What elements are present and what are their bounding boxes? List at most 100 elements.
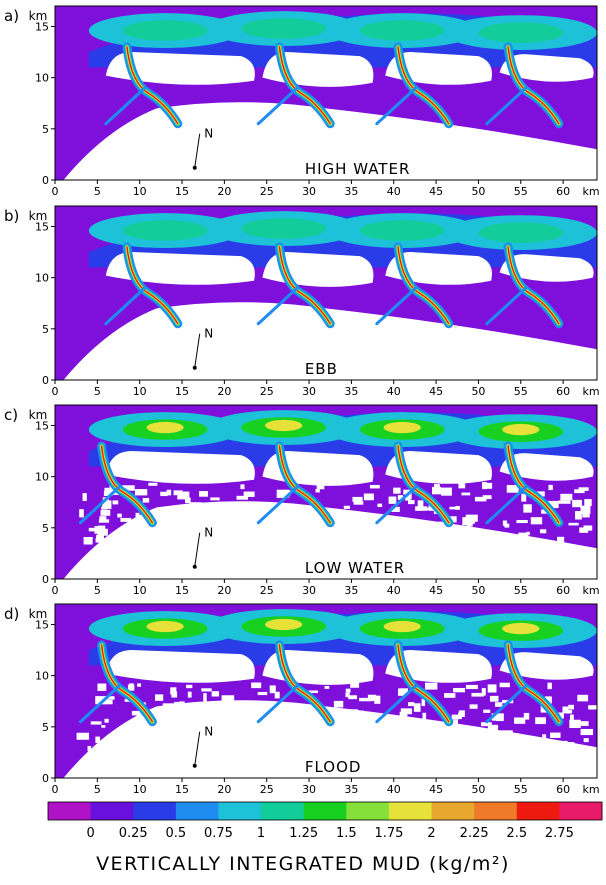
tide-phase-label: HIGH WATER [305,160,411,178]
tidal-channel-branch [104,286,147,326]
offshore-plume-core [146,620,184,633]
offshore-plume-blob [359,220,445,241]
tidal-flat-patch [104,487,110,496]
tidal-flat-patch [226,736,232,743]
tidal-flat-patch [134,489,148,496]
tidal-flat-patch [326,729,333,736]
y-tick-label: 10 [35,72,49,85]
y-tick-label: 10 [35,272,49,285]
tidal-flat-patch [377,503,383,507]
tidal-flat-patch [112,500,119,505]
tidal-flat-patch [562,742,575,750]
tidal-flat-patch [122,485,135,491]
x-tick-label: 15 [175,584,189,597]
tidal-flat-patch [580,728,594,736]
x-tick-label: 50 [471,584,485,597]
tidal-flat-patch [236,495,249,500]
tidal-flat-patch [447,516,457,523]
tidal-flat-patch [408,702,415,707]
tidal-flat-patch [251,682,262,689]
tidal-flat-patch [311,736,318,745]
colorbar-frame [47,801,603,821]
tidal-flat-patch [574,489,585,494]
colorbar-tick-label: 0.5 [166,826,187,841]
tidal-flat-patch [296,520,302,525]
x-tick-label: 15 [175,185,189,198]
tidal-flat-patch [295,543,300,549]
colorbar-tick-label: 0.25 [119,826,148,841]
tidal-flat-patch [514,740,521,746]
tidal-flat-patch [502,520,508,526]
tidal-flat-patch [168,713,174,718]
x-tick-label: 10 [133,783,147,796]
tidal-flat-patch [515,733,520,741]
tidal-flat-patch [95,696,108,705]
tidal-flat-patch [459,726,471,731]
tidal-channel-branch [375,86,418,126]
x-tick-label: 55 [514,385,528,398]
tidal-flat-patch [465,684,478,690]
tidal-flat-patch [127,534,136,540]
tidal-flat-patch [99,516,107,523]
x-tick-label: 20 [217,584,231,597]
tidal-flat-patch [397,531,408,538]
tidal-flat-patch [353,501,364,505]
tidal-flat-patch [207,516,212,522]
y-unit-label: km [29,209,48,223]
tide-phase-label: FLOOD [305,758,362,776]
tidal-flat-patch [155,694,164,701]
tidal-flat-patch [128,683,134,687]
tidal-flat-patch [101,699,113,705]
tidal-flat-patch [404,493,411,501]
tidal-flat-patch [83,537,93,545]
tide-phase-label: EBB [305,360,338,378]
tidal-flat-patch [588,705,597,710]
tidal-channel-branch [256,86,299,126]
barrier-island [105,650,255,683]
tidal-flat-patch [481,722,492,727]
x-tick-label: 15 [175,385,189,398]
tidal-flat-patch [523,504,532,513]
tidal-flat-patch [425,682,438,690]
tidal-flat-patch [97,683,107,691]
x-tick-label: 15 [175,783,189,796]
tidal-flat-patch [562,706,569,714]
tidal-flat-patch [271,542,280,548]
tidal-flat-patch [125,735,134,744]
tidal-flat-patch [471,692,484,697]
tidal-flat-patch [228,723,239,730]
tidal-flat-patch [175,703,181,712]
tidal-flat-patch [433,739,445,745]
barrier-island [385,252,492,285]
tidal-flat-patch [450,720,458,729]
y-tick-label: 0 [42,374,49,387]
tidal-flat-patch [122,533,131,539]
mud-field [55,405,597,579]
colorbar-swatch [261,802,305,820]
tidal-flat-patch [367,694,377,702]
north-label: N [204,327,213,341]
tidal-flat-patch [466,735,475,741]
x-tick-label: 60 [556,185,570,198]
tidal-flat-patch [269,685,276,694]
tidal-channel-branch [375,286,418,326]
colorbar-swatch [303,802,347,820]
tidal-channel [278,644,331,723]
tidal-flat-patch [483,709,491,713]
panel-label: c) [4,406,18,424]
tidal-flat-patch [333,700,344,708]
tidal-flat-patch [137,683,142,687]
x-tick-label: 40 [387,783,401,796]
tidal-flat-patch [276,489,289,498]
north-label: N [204,526,213,540]
tidal-flat-patch [434,729,440,734]
tidal-flat-patch [90,721,102,725]
tidal-flat-patch [360,718,371,727]
tidal-flat-patch [438,521,450,525]
barrier-island [105,52,255,85]
tidal-flat-patch [506,484,519,493]
tidal-flat-patch [482,495,492,500]
tidal-flat-patch [162,703,175,709]
tidal-flat-patch [584,499,592,507]
tidal-flat-patch [162,720,171,726]
